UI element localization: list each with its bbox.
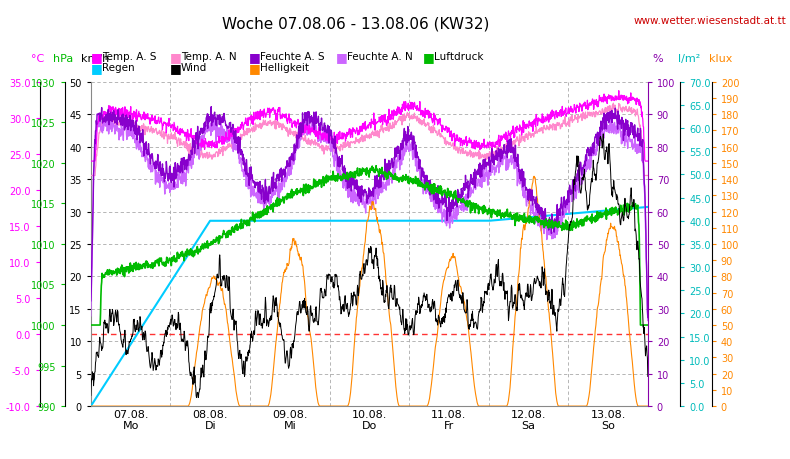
Text: hPa: hPa (53, 54, 73, 64)
Text: ■: ■ (249, 62, 261, 74)
Text: %: % (652, 54, 663, 64)
Text: ■: ■ (423, 51, 435, 64)
Text: Helligkeit: Helligkeit (260, 63, 309, 73)
Text: www.wetter.wiesenstadt.at.tt: www.wetter.wiesenstadt.at.tt (634, 16, 786, 26)
Text: ■: ■ (91, 51, 103, 64)
Text: Temp. A. S: Temp. A. S (102, 52, 156, 62)
Text: l/m²: l/m² (678, 54, 700, 64)
Text: ■: ■ (91, 62, 103, 74)
Text: Luftdruck: Luftdruck (434, 52, 483, 62)
Text: Temp. A. N: Temp. A. N (181, 52, 236, 62)
Text: km/h: km/h (81, 54, 109, 64)
Text: °C: °C (31, 54, 43, 64)
Text: Woche 07.08.06 - 13.08.06 (KW32): Woche 07.08.06 - 13.08.06 (KW32) (222, 16, 489, 31)
Text: ■: ■ (336, 51, 348, 64)
Text: ■: ■ (249, 51, 261, 64)
Text: Feuchte A. S: Feuchte A. S (260, 52, 325, 62)
Text: Wind: Wind (181, 63, 207, 73)
Text: ■: ■ (170, 51, 182, 64)
Text: klux: klux (709, 54, 732, 64)
Text: Regen: Regen (102, 63, 134, 73)
Text: Feuchte A. N: Feuchte A. N (347, 52, 412, 62)
Text: ■: ■ (170, 62, 182, 74)
